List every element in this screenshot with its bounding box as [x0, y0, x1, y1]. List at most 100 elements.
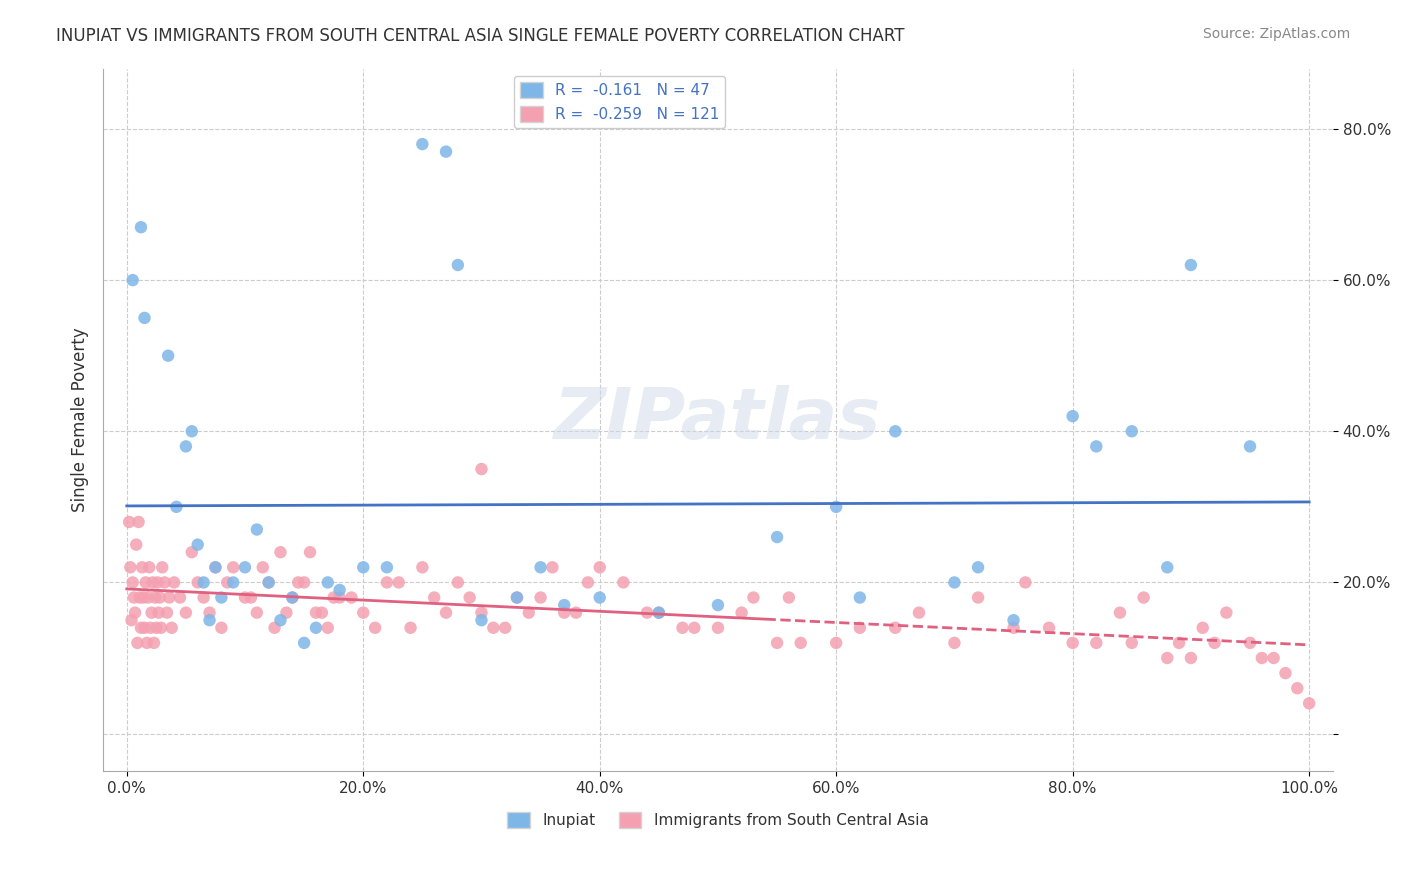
- Point: [825, 636, 848, 650]
- Point: [671, 621, 693, 635]
- Point: [329, 591, 352, 605]
- Point: [316, 575, 339, 590]
- Point: [135, 636, 157, 650]
- Point: [125, 538, 148, 552]
- Point: [246, 523, 269, 537]
- Point: [1109, 606, 1132, 620]
- Point: [322, 591, 344, 605]
- Point: [141, 606, 163, 620]
- Point: [149, 591, 172, 605]
- Text: Source: ZipAtlas.com: Source: ZipAtlas.com: [1202, 27, 1350, 41]
- Point: [127, 636, 149, 650]
- Point: [1263, 651, 1285, 665]
- Point: [148, 606, 170, 620]
- Point: [118, 515, 141, 529]
- Point: [411, 560, 433, 574]
- Point: [131, 560, 153, 574]
- Point: [589, 591, 612, 605]
- Point: [434, 145, 457, 159]
- Point: [305, 621, 328, 635]
- Point: [1180, 651, 1202, 665]
- Point: [193, 575, 215, 590]
- Point: [134, 310, 156, 325]
- Point: [1250, 651, 1272, 665]
- Point: [204, 560, 226, 574]
- Point: [129, 621, 152, 635]
- Point: [1180, 258, 1202, 272]
- Point: [269, 545, 291, 559]
- Point: [1286, 681, 1309, 696]
- Point: [157, 349, 180, 363]
- Point: [470, 462, 492, 476]
- Point: [165, 500, 187, 514]
- Point: [553, 606, 575, 620]
- Point: [143, 591, 166, 605]
- Point: [1239, 636, 1261, 650]
- Point: [884, 424, 907, 438]
- Point: [128, 515, 150, 529]
- Point: [135, 575, 157, 590]
- Point: [217, 575, 239, 590]
- Point: [636, 606, 658, 620]
- Point: [553, 598, 575, 612]
- Point: [565, 606, 588, 620]
- Point: [257, 575, 280, 590]
- Point: [648, 606, 671, 620]
- Point: [352, 606, 374, 620]
- Point: [281, 591, 304, 605]
- Point: [529, 591, 551, 605]
- Point: [198, 613, 221, 627]
- Point: [136, 591, 159, 605]
- Point: [825, 500, 848, 514]
- Point: [470, 613, 492, 627]
- Point: [790, 636, 813, 650]
- Point: [138, 560, 160, 574]
- Point: [1014, 575, 1036, 590]
- Text: ZIPatlas: ZIPatlas: [554, 385, 882, 454]
- Point: [375, 575, 398, 590]
- Point: [648, 606, 671, 620]
- Point: [128, 591, 150, 605]
- Point: [541, 560, 564, 574]
- Point: [707, 598, 730, 612]
- Point: [222, 560, 245, 574]
- Point: [707, 621, 730, 635]
- Point: [470, 606, 492, 620]
- Point: [1191, 621, 1213, 635]
- Point: [1215, 606, 1237, 620]
- Point: [180, 424, 202, 438]
- Point: [517, 606, 540, 620]
- Point: [239, 591, 262, 605]
- Point: [174, 606, 197, 620]
- Point: [233, 560, 256, 574]
- Point: [589, 560, 612, 574]
- Point: [150, 560, 173, 574]
- Point: [257, 575, 280, 590]
- Point: [222, 575, 245, 590]
- Point: [187, 538, 209, 552]
- Point: [1239, 439, 1261, 453]
- Point: [1132, 591, 1154, 605]
- Point: [1062, 636, 1084, 650]
- Point: [122, 591, 145, 605]
- Point: [150, 621, 173, 635]
- Point: [612, 575, 634, 590]
- Point: [482, 621, 505, 635]
- Point: [316, 621, 339, 635]
- Point: [447, 258, 470, 272]
- Point: [132, 591, 155, 605]
- Point: [399, 621, 422, 635]
- Point: [340, 591, 363, 605]
- Point: [1274, 666, 1296, 681]
- Point: [121, 613, 143, 627]
- Legend: Inupiat, Immigrants from South Central Asia: Inupiat, Immigrants from South Central A…: [502, 805, 935, 834]
- Text: INUPIAT VS IMMIGRANTS FROM SOUTH CENTRAL ASIA SINGLE FEMALE POVERTY CORRELATION : INUPIAT VS IMMIGRANTS FROM SOUTH CENTRAL…: [56, 27, 904, 45]
- Point: [1121, 636, 1143, 650]
- Point: [458, 591, 481, 605]
- Point: [730, 606, 752, 620]
- Point: [742, 591, 765, 605]
- Point: [305, 606, 328, 620]
- Point: [434, 606, 457, 620]
- Point: [1156, 560, 1178, 574]
- Point: [364, 621, 387, 635]
